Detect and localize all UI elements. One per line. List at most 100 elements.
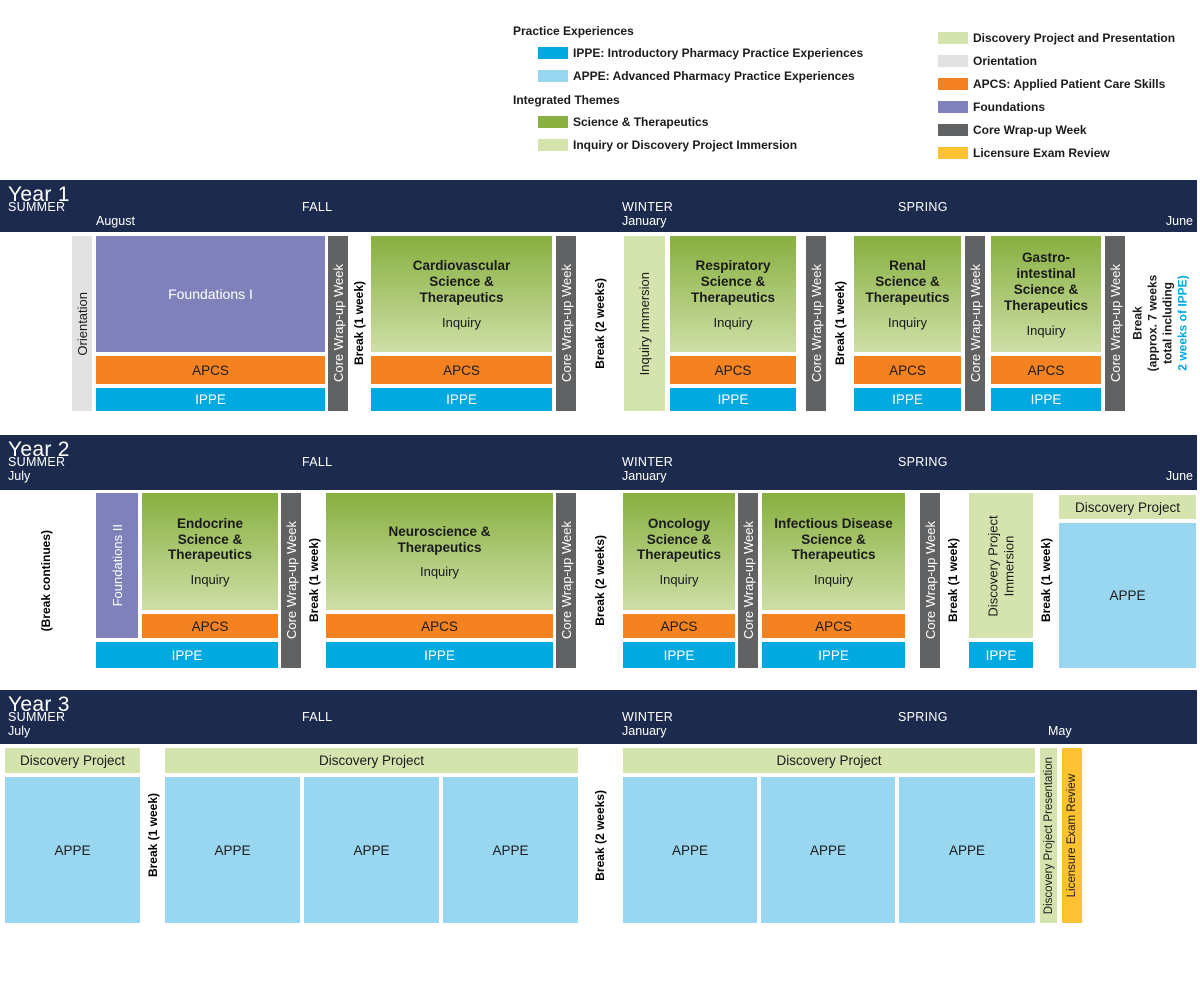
legend-swatch-science — [538, 116, 568, 128]
break-1wk: Break (1 week) — [1038, 493, 1054, 668]
year1-title: Year 1 — [8, 183, 70, 206]
gastro-title: Gastro-intestinal Science & Therapeutics — [1003, 250, 1089, 313]
foundations2-block: Foundations II — [96, 493, 138, 638]
apcs-block: APCS — [326, 614, 553, 638]
ippe-label: IPPE — [892, 392, 923, 407]
legend-swatch-licensure — [938, 147, 968, 159]
core-wrap-label: Core Wrap-up Week — [740, 521, 756, 640]
discovery-project-label: Discovery Project — [776, 753, 882, 768]
break-label: Break (1 week) — [146, 793, 160, 878]
break-1wk: Break (1 week) — [351, 236, 367, 411]
year2-title: Year 2 — [8, 438, 70, 461]
appe-block: APPE — [1059, 523, 1196, 668]
ippe-label: IPPE — [195, 392, 226, 407]
year1-fall: FALL — [302, 200, 333, 214]
apcs-block: APCS — [623, 614, 735, 638]
apcs-block: APCS — [854, 356, 961, 384]
cardio-block: Cardiovascular Science & Therapeutics In… — [371, 236, 552, 352]
break-line: total including — [1160, 282, 1175, 364]
ippe-block: IPPE — [326, 642, 553, 668]
foundations1-block: Foundations I — [96, 236, 325, 352]
neuro-title: Neuroscience & Therapeutics — [388, 523, 491, 555]
break-line: Break — [1130, 306, 1145, 340]
break-label: Break (2 weeks) — [593, 278, 607, 369]
appe-block: APPE — [443, 777, 578, 923]
year3-title: Year 3 — [8, 693, 70, 716]
ippe-block: IPPE — [762, 642, 905, 668]
appe-block: APPE — [623, 777, 757, 923]
core-wrap-strip: Core Wrap-up Week — [965, 236, 985, 411]
appe-block: APPE — [304, 777, 439, 923]
discovery-project-header: Discovery Project — [165, 748, 578, 773]
appe-label: APPE — [809, 842, 847, 858]
legend-swatch-foundations — [938, 101, 968, 113]
apcs-label: APCS — [660, 618, 698, 634]
appe-label: APPE — [54, 842, 91, 858]
year1-june: June — [1165, 214, 1193, 228]
neuro-block: Neuroscience & Therapeutics Inquiry — [326, 493, 553, 610]
inquiry-label: Inquiry — [713, 314, 753, 330]
respiratory-title: Respiratory Science & Therapeutics — [690, 258, 776, 305]
break-label: Break (1 week) — [307, 538, 321, 623]
inquiry-immersion-label: Inquiry Immersion — [637, 271, 652, 376]
apcs-label: APCS — [815, 618, 852, 634]
break-label: Break (1 week) — [352, 281, 366, 366]
ippe-block: IPPE — [623, 642, 735, 668]
legend-label-foundations: Foundations — [973, 100, 1045, 114]
ippe-label: IPPE — [717, 392, 749, 407]
discovery-project-label: Discovery Project — [1074, 499, 1181, 515]
year3-winter: WINTER — [622, 710, 674, 724]
year2-january: January — [622, 469, 667, 483]
legend-swatch-discovery — [938, 32, 968, 44]
appe-label: APPE — [1109, 588, 1146, 603]
endocrine-title: Endocrine Science & Therapeutics — [167, 515, 253, 563]
discovery-project-header: Discovery Project — [1059, 495, 1196, 519]
respiratory-block: Respiratory Science & Therapeutics Inqui… — [670, 236, 796, 352]
ippe-block: IPPE — [670, 388, 796, 411]
legend-label-inquiry: Inquiry or Discovery Project Immersion — [573, 138, 798, 152]
break-1wk: Break (1 week) — [145, 748, 161, 923]
appe-block: APPE — [5, 777, 140, 923]
apcs-block: APCS — [371, 356, 552, 384]
appe-block: APPE — [165, 777, 300, 923]
legend-swatch-inquiry — [538, 139, 568, 151]
appe-block: APPE — [761, 777, 895, 923]
legend-label-ippe: IPPE: Introductory Pharmacy Practice Exp… — [573, 46, 864, 60]
legend-practice-title: Practice Experiences — [513, 24, 634, 38]
appe-label: APPE — [214, 842, 251, 858]
appe-label: APPE — [353, 842, 390, 858]
break-1wk: Break (1 week) — [832, 236, 848, 411]
discovery-project-header: Discovery Project — [5, 748, 140, 773]
apcs-label: APCS — [714, 362, 752, 378]
apcs-label: APCS — [191, 618, 229, 634]
year2-winter: WINTER — [622, 455, 674, 469]
discovery-project-header: Discovery Project — [623, 748, 1035, 773]
foundations1-label: Foundations I — [168, 286, 253, 302]
year1-winter: WINTER — [622, 200, 674, 214]
core-wrap-label: Core Wrap-up Week — [558, 521, 574, 640]
year2-fall: FALL — [302, 455, 333, 469]
core-wrap-strip: Core Wrap-up Week — [556, 236, 576, 411]
year2-july: July — [8, 469, 31, 483]
apcs-label: APCS — [889, 362, 926, 378]
legend-label-science: Science & Therapeutics — [573, 115, 709, 129]
ippe-label: IPPE — [1030, 392, 1062, 407]
core-wrap-strip: Core Wrap-up Week — [806, 236, 826, 411]
legend-swatch-ippe — [538, 47, 568, 59]
break-continues: (Break continues) — [38, 493, 54, 668]
break-label: Break (1 week) — [1039, 538, 1053, 623]
break-label: Break (2 weeks) — [593, 790, 607, 881]
core-wrap-strip: Core Wrap-up Week — [738, 493, 758, 668]
apcs-block: APCS — [142, 614, 278, 638]
discovery-project-label: Discovery Project — [318, 753, 425, 768]
core-wrap-strip: Core Wrap-up Week — [328, 236, 348, 411]
renal-block: Renal Science & Therapeutics Inquiry — [854, 236, 961, 352]
apcs-block: APCS — [762, 614, 905, 638]
endocrine-block: Endocrine Science & Therapeutics Inquiry — [142, 493, 278, 610]
apcs-block: APCS — [670, 356, 796, 384]
break-label: Break (2 weeks) — [593, 535, 607, 626]
ippe-label: IPPE — [985, 647, 1017, 663]
year3-may: May — [1048, 724, 1072, 738]
ippe-block: IPPE — [969, 642, 1033, 668]
